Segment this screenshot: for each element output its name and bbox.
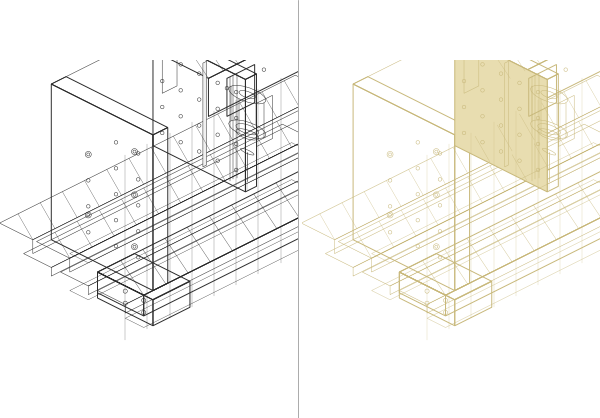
- Circle shape: [361, 27, 364, 30]
- Polygon shape: [203, 61, 206, 167]
- Circle shape: [96, 8, 99, 11]
- Polygon shape: [455, 33, 547, 192]
- Polygon shape: [505, 61, 508, 167]
- Circle shape: [398, 8, 401, 11]
- Circle shape: [59, 27, 62, 30]
- Polygon shape: [479, 0, 520, 37]
